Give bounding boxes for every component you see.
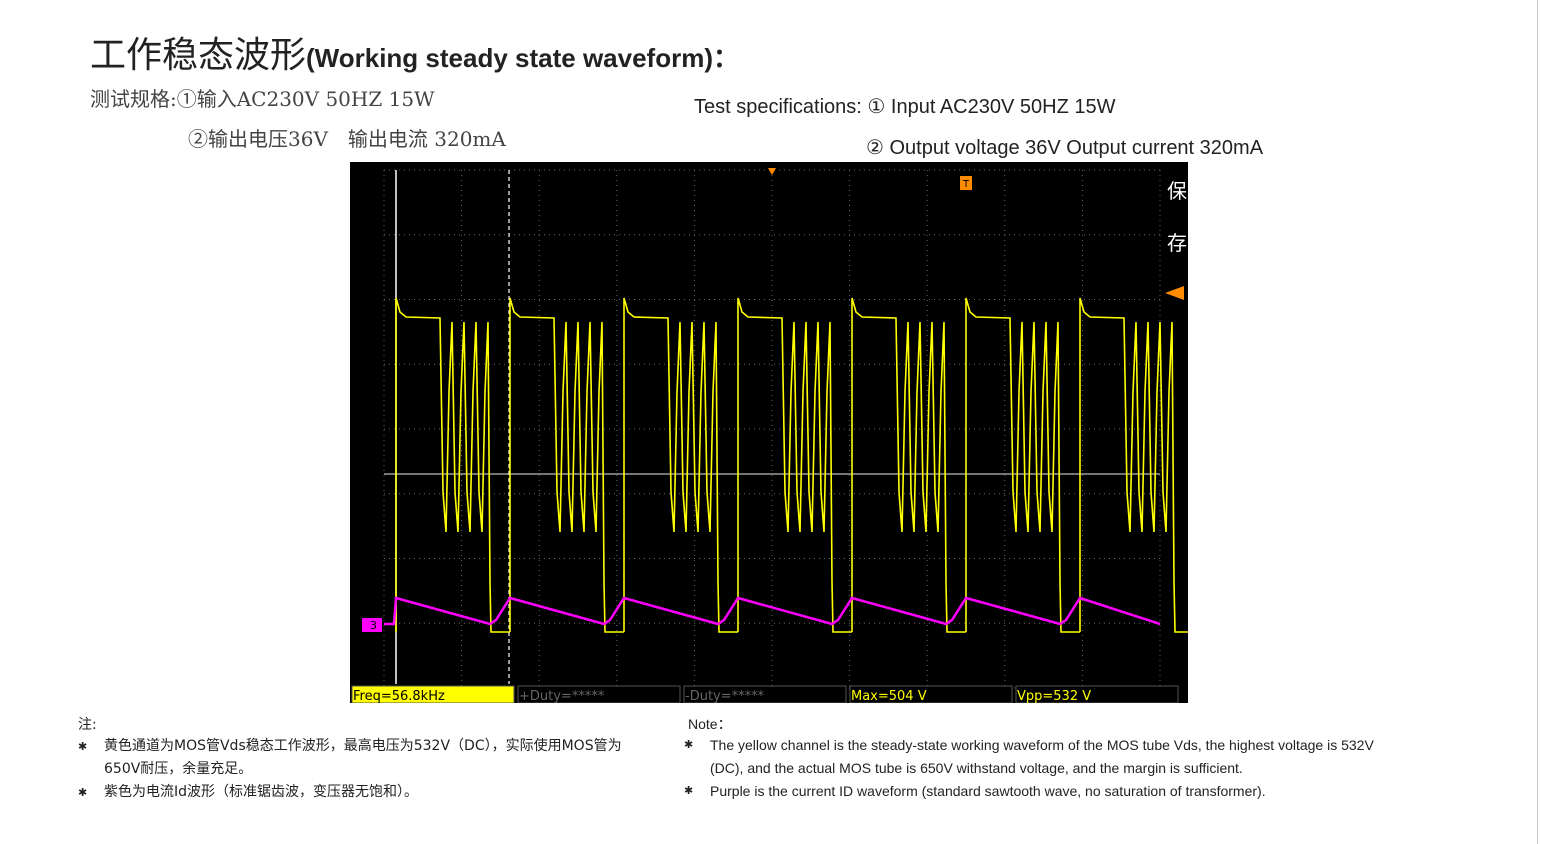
meas-box <box>683 685 847 703</box>
notes-zh-heading: 注: <box>78 717 97 733</box>
notes-en: The yellow channel is the steady-state w… <box>684 734 1384 803</box>
vds-trace <box>395 297 1188 633</box>
id-trace <box>384 596 1161 626</box>
notes-zh: 黄色通道为MOS管Vds稳态工作波形，最高电压为532V（DC），实际使用MOS… <box>78 735 638 804</box>
meas-box <box>351 685 515 703</box>
oscilloscope: T 3 保 存 Freq=56.8kHz +Duty=***** -Duty=***… <box>350 162 1188 703</box>
note: 黄色通道为MOS管Vds稳态工作波形，最高电压为532V（DC），实际使用MOS… <box>78 735 638 781</box>
meas-box <box>517 685 681 703</box>
note: The yellow channel is the steady-state w… <box>684 734 1384 780</box>
ch-marker <box>362 618 382 632</box>
measurement: Max=504 V <box>851 689 927 703</box>
trigger-label: T <box>962 179 970 190</box>
measurement: Vpp=532 V <box>1017 689 1091 703</box>
measurement: Freq=56.8kHz <box>353 689 445 703</box>
spec-en-1: Test specifications: ① Input AC230V 50HZ… <box>694 96 1116 118</box>
title-en: (Working steady state waveform)： <box>306 43 739 73</box>
title: 工作稳态波形(Working steady state waveform)： <box>90 26 739 78</box>
trigger-level <box>1165 286 1184 300</box>
title-zh: 工作稳态波形 <box>90 35 307 76</box>
trigger-flag <box>960 176 972 190</box>
edge <box>1537 0 1538 844</box>
measurement: -Duty=***** <box>685 689 765 703</box>
notes-en-heading: Note： <box>688 716 732 732</box>
side-label: 存 <box>1167 231 1187 255</box>
spec-zh-1: 测试规格:①输入AC230V 50HZ 15W <box>90 87 435 111</box>
spec-en-2: ② Output voltage 36V Output current 320m… <box>866 137 1264 159</box>
note: 紫色为电流Id波形（标准锯齿波，变压器无饱和）。 <box>78 781 638 804</box>
spec-zh-2: ②输出电压36V 输出电流 320mA <box>188 127 506 151</box>
ch-label: 3 <box>370 619 377 632</box>
meas-box <box>1015 685 1179 703</box>
meas-box <box>849 685 1013 703</box>
measurement: +Duty=***** <box>519 689 605 703</box>
trigger-pos <box>768 168 776 175</box>
note: Purple is the current ID waveform (stand… <box>684 780 1384 803</box>
side-label: 保 <box>1167 179 1187 203</box>
